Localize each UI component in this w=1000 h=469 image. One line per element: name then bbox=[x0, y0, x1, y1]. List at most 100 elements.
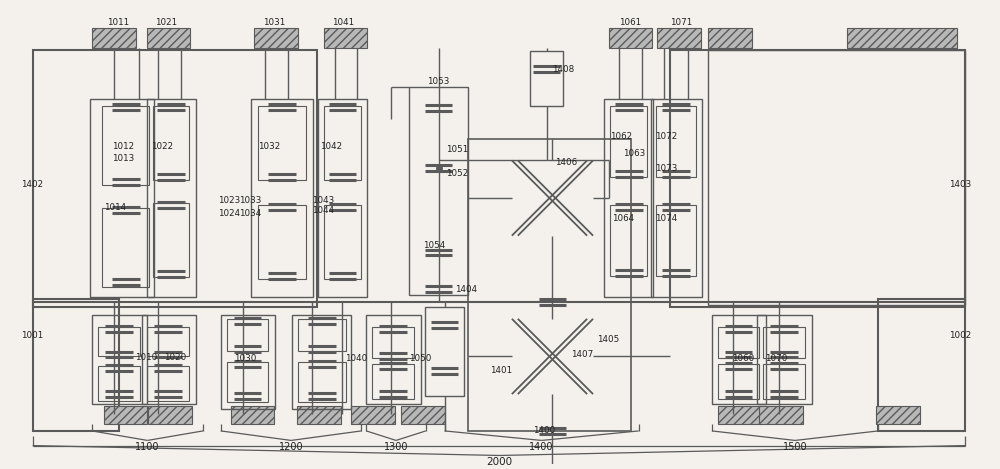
Bar bbox=[847, 28, 957, 47]
Bar bbox=[98, 366, 140, 401]
Bar bbox=[757, 315, 812, 404]
Bar bbox=[401, 406, 445, 424]
Bar bbox=[708, 28, 752, 47]
Bar bbox=[147, 366, 189, 401]
Bar bbox=[297, 406, 341, 424]
Text: 1404: 1404 bbox=[455, 285, 478, 294]
Text: 1060: 1060 bbox=[732, 355, 754, 363]
Bar bbox=[468, 139, 631, 431]
Bar bbox=[656, 205, 696, 276]
Text: 1073: 1073 bbox=[655, 164, 678, 174]
Text: 1053: 1053 bbox=[427, 77, 449, 86]
Bar bbox=[718, 327, 759, 358]
Bar bbox=[231, 406, 274, 424]
Text: 1044: 1044 bbox=[312, 206, 334, 215]
Bar bbox=[221, 315, 275, 409]
Text: 1074: 1074 bbox=[655, 214, 678, 223]
Text: 1012: 1012 bbox=[112, 142, 134, 151]
Text: 1407: 1407 bbox=[571, 349, 594, 358]
Bar bbox=[147, 99, 196, 297]
Bar bbox=[324, 106, 361, 180]
Bar bbox=[102, 106, 149, 185]
Text: 1041: 1041 bbox=[332, 18, 354, 27]
Bar bbox=[530, 52, 563, 106]
Text: 1052: 1052 bbox=[446, 169, 468, 178]
Text: 1011: 1011 bbox=[107, 18, 129, 27]
Text: 1400: 1400 bbox=[533, 426, 555, 435]
Text: 1061: 1061 bbox=[619, 18, 641, 27]
Bar bbox=[670, 50, 965, 307]
Bar bbox=[425, 307, 464, 396]
Bar bbox=[366, 315, 421, 404]
Text: 1054: 1054 bbox=[423, 241, 445, 250]
Text: 1064: 1064 bbox=[612, 214, 634, 223]
Text: 1050: 1050 bbox=[409, 355, 431, 363]
Bar bbox=[324, 28, 367, 47]
Text: 1023: 1023 bbox=[218, 196, 240, 205]
Bar bbox=[604, 99, 653, 297]
Text: 1408: 1408 bbox=[552, 65, 575, 75]
Bar bbox=[147, 327, 189, 356]
Bar bbox=[718, 406, 761, 424]
Bar bbox=[657, 28, 701, 47]
Text: 1033: 1033 bbox=[239, 196, 261, 205]
Text: 1022: 1022 bbox=[151, 142, 174, 151]
Bar bbox=[708, 50, 965, 305]
Bar bbox=[104, 406, 147, 424]
Bar bbox=[651, 99, 702, 297]
Bar bbox=[148, 406, 192, 424]
Text: 1300: 1300 bbox=[384, 442, 408, 453]
Text: 1024: 1024 bbox=[218, 209, 240, 218]
Text: 1062: 1062 bbox=[610, 132, 632, 141]
Text: 1010: 1010 bbox=[135, 353, 157, 362]
Text: 1031: 1031 bbox=[263, 18, 286, 27]
Text: 1402: 1402 bbox=[21, 180, 43, 189]
Bar bbox=[372, 364, 414, 399]
Text: 1014: 1014 bbox=[104, 203, 126, 212]
Text: 1013: 1013 bbox=[112, 154, 134, 164]
Bar bbox=[351, 406, 395, 424]
Bar bbox=[372, 327, 414, 358]
Bar bbox=[759, 406, 803, 424]
Text: 1051: 1051 bbox=[446, 144, 468, 153]
Text: 1100: 1100 bbox=[135, 442, 160, 453]
Bar bbox=[102, 208, 149, 287]
Text: 1403: 1403 bbox=[949, 180, 971, 189]
Text: 1002: 1002 bbox=[949, 331, 971, 340]
Bar bbox=[876, 406, 920, 424]
Text: 1043: 1043 bbox=[312, 196, 334, 205]
Bar bbox=[318, 99, 367, 297]
Text: 1072: 1072 bbox=[655, 132, 678, 141]
Text: 1021: 1021 bbox=[155, 18, 178, 27]
Text: 1034: 1034 bbox=[239, 209, 261, 218]
Text: 1042: 1042 bbox=[320, 142, 342, 151]
Bar bbox=[258, 205, 306, 279]
Bar bbox=[292, 315, 351, 409]
Bar bbox=[147, 28, 190, 47]
Bar bbox=[258, 106, 306, 180]
Bar bbox=[33, 50, 317, 307]
Bar bbox=[227, 319, 268, 350]
Bar bbox=[763, 364, 805, 399]
Text: 1001: 1001 bbox=[21, 331, 43, 340]
Bar bbox=[610, 205, 647, 276]
Text: 1030: 1030 bbox=[234, 355, 256, 363]
Text: 1406: 1406 bbox=[555, 159, 578, 167]
Text: 1401: 1401 bbox=[490, 366, 512, 375]
Bar bbox=[878, 299, 965, 431]
Text: 1040: 1040 bbox=[345, 355, 367, 363]
Text: 1071: 1071 bbox=[670, 18, 693, 27]
Text: 1400: 1400 bbox=[529, 442, 554, 453]
Text: 1070: 1070 bbox=[765, 355, 788, 363]
Bar bbox=[298, 319, 346, 350]
Text: 1032: 1032 bbox=[258, 142, 281, 151]
Bar bbox=[409, 87, 468, 295]
Bar bbox=[153, 106, 189, 180]
Bar bbox=[763, 327, 805, 358]
Text: 1063: 1063 bbox=[623, 149, 645, 158]
Text: 2000: 2000 bbox=[486, 457, 512, 468]
Text: 1405: 1405 bbox=[597, 335, 619, 344]
Bar bbox=[227, 363, 268, 402]
Bar bbox=[251, 99, 313, 297]
Bar bbox=[92, 28, 136, 47]
